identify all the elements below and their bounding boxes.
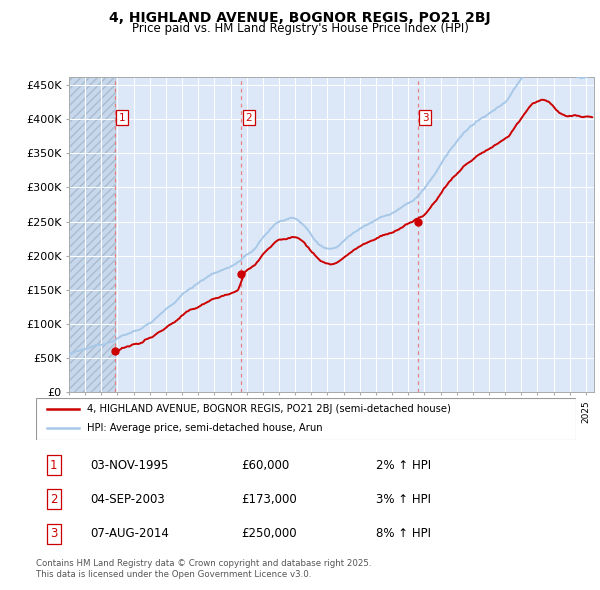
Text: 04-SEP-2003: 04-SEP-2003	[90, 493, 165, 506]
Text: £173,000: £173,000	[241, 493, 297, 506]
Text: 3% ↑ HPI: 3% ↑ HPI	[376, 493, 431, 506]
Text: 4, HIGHLAND AVENUE, BOGNOR REGIS, PO21 2BJ (semi-detached house): 4, HIGHLAND AVENUE, BOGNOR REGIS, PO21 2…	[88, 404, 451, 414]
Text: 1: 1	[119, 113, 125, 123]
Text: 07-AUG-2014: 07-AUG-2014	[90, 527, 169, 540]
Text: £60,000: £60,000	[241, 458, 289, 471]
Text: 3: 3	[50, 527, 58, 540]
Text: £250,000: £250,000	[241, 527, 297, 540]
Text: 3: 3	[422, 113, 428, 123]
Text: 4, HIGHLAND AVENUE, BOGNOR REGIS, PO21 2BJ: 4, HIGHLAND AVENUE, BOGNOR REGIS, PO21 2…	[109, 11, 491, 25]
Text: 2: 2	[245, 113, 252, 123]
Text: Price paid vs. HM Land Registry's House Price Index (HPI): Price paid vs. HM Land Registry's House …	[131, 22, 469, 35]
Text: 2% ↑ HPI: 2% ↑ HPI	[376, 458, 431, 471]
Text: 8% ↑ HPI: 8% ↑ HPI	[376, 527, 431, 540]
Text: 2: 2	[50, 493, 58, 506]
Text: 1: 1	[50, 458, 58, 471]
Text: 03-NOV-1995: 03-NOV-1995	[90, 458, 169, 471]
Text: HPI: Average price, semi-detached house, Arun: HPI: Average price, semi-detached house,…	[88, 424, 323, 434]
Text: Contains HM Land Registry data © Crown copyright and database right 2025.
This d: Contains HM Land Registry data © Crown c…	[36, 559, 371, 579]
